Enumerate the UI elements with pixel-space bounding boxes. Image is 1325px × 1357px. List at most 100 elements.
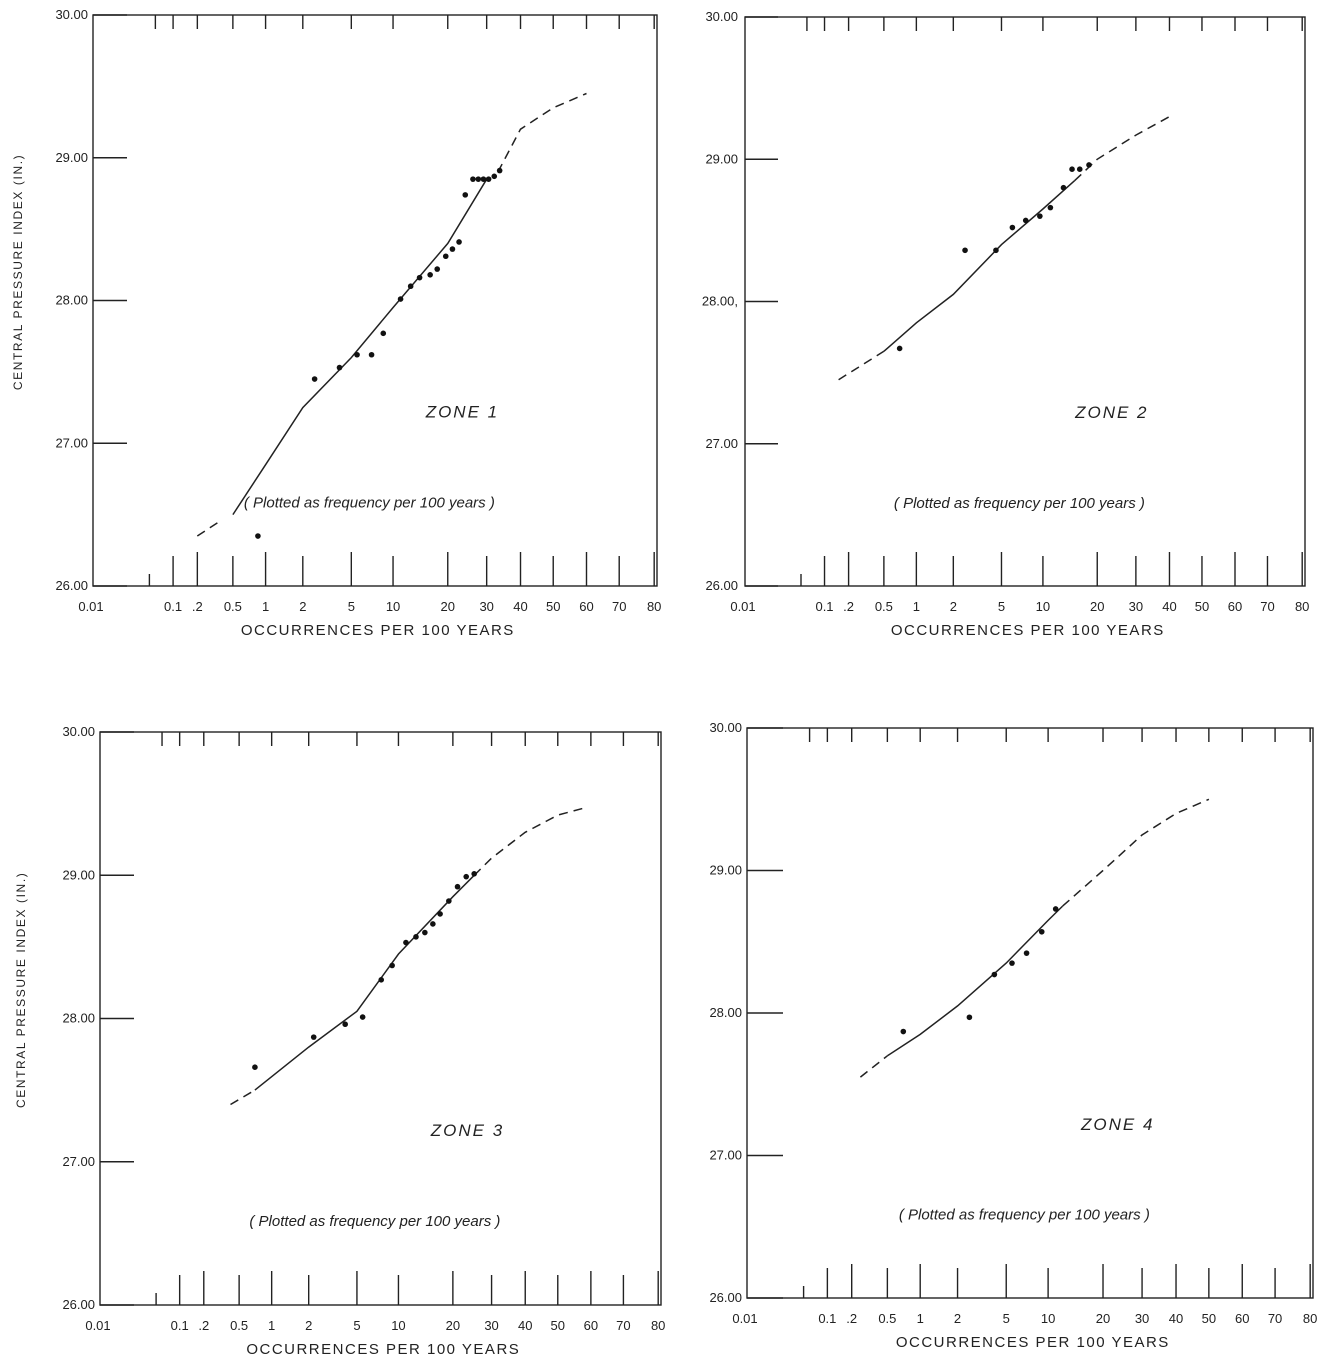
- y-tick-label: 29.00: [705, 151, 738, 166]
- data-point: [470, 176, 476, 182]
- x-tick-label: 70: [612, 599, 626, 614]
- data-point: [427, 272, 433, 278]
- data-point: [462, 192, 469, 198]
- x-axis-title: OCCURRENCES PER 100 YEARS: [246, 1341, 520, 1357]
- data-point: [485, 176, 492, 182]
- data-point: [422, 929, 428, 936]
- data-point: [491, 173, 498, 180]
- x-tick-label: 80: [647, 599, 661, 614]
- y-tick-label: 28.00: [709, 1005, 742, 1020]
- data-point: [449, 246, 456, 252]
- x-tick-label: 0.1: [164, 599, 182, 614]
- data-point: [252, 1064, 258, 1071]
- x-tick-label: 20: [1096, 1311, 1110, 1326]
- y-tick-label: 28.00: [55, 293, 88, 308]
- x-tick-label: 30: [479, 599, 493, 614]
- x-tick-label: 0.1: [818, 1311, 836, 1326]
- x-tick-label: 0.5: [224, 599, 242, 614]
- y-tick-label: 27.00: [62, 1154, 95, 1169]
- x-tick-label: 50: [1195, 599, 1209, 614]
- fit-line-solid: [254, 874, 475, 1091]
- data-point: [900, 1028, 907, 1035]
- data-point: [1086, 162, 1092, 168]
- x-tick-label: 40: [1162, 599, 1176, 614]
- x-tick-label: 0.01: [85, 1318, 110, 1333]
- y-tick-label: 29.00: [62, 867, 95, 882]
- y-axis-title: CENTRAL PRESSURE INDEX (IN.): [14, 872, 28, 1108]
- data-point: [434, 266, 441, 272]
- data-point: [480, 176, 487, 182]
- chart-panel-1: 30.00 29.00 28.00 27.00 26.00 0.01 0.1 .2 0.5 1 2 5…: [11, 7, 661, 639]
- x-tick-label: .2: [198, 1318, 209, 1333]
- y-tick-label: 30.00: [705, 9, 738, 24]
- zone-annotation: ZONE 1: [425, 403, 499, 422]
- x-tick-label: 5: [348, 599, 355, 614]
- y-tick-label: 26.00: [62, 1297, 95, 1312]
- x-tick-label: 1: [262, 599, 269, 614]
- data-point: [496, 167, 503, 174]
- x-tick-label: 80: [651, 1318, 665, 1333]
- x-tick-label: 50: [1202, 1311, 1216, 1326]
- plot-note: ( Plotted as frequency per 100 years ): [894, 495, 1145, 512]
- x-tick-label: 0.01: [732, 1311, 757, 1326]
- data-point: [1069, 166, 1075, 173]
- data-point: [1038, 928, 1045, 935]
- data-point: [446, 898, 452, 904]
- y-tick-label: 30.00: [709, 720, 742, 735]
- x-tick-label: 10: [386, 599, 400, 614]
- x-tick-label: 2: [954, 1311, 961, 1326]
- fit-line-solid: [883, 180, 1076, 352]
- fit-line-solid: [232, 178, 488, 516]
- y-tick-label: 29.00: [709, 863, 742, 878]
- y-tick-label: 29.00: [55, 150, 88, 165]
- y-tick-label: 27.00: [709, 1148, 742, 1163]
- y-tick-label: 28.00,: [702, 294, 738, 309]
- x-tick-label: 1: [917, 1311, 924, 1326]
- x-tick-label: 80: [1295, 599, 1309, 614]
- x-tick-label: 40: [1169, 1311, 1183, 1326]
- x-tick-label: 0.01: [78, 599, 103, 614]
- y-tick-label: 30.00: [55, 7, 88, 22]
- x-tick-label: 2: [299, 599, 306, 614]
- data-point: [1009, 224, 1016, 231]
- data-point: [430, 921, 436, 927]
- fit-line-dashed-high: [1062, 798, 1210, 907]
- plot-note: ( Plotted as frequency per 100 years ): [899, 1207, 1150, 1224]
- plot-note: ( Plotted as frequency per 100 years ): [249, 1213, 500, 1230]
- x-tick-label: 20: [441, 599, 455, 614]
- x-tick-label: 0.01: [730, 599, 755, 614]
- chart-panel-4: 30.00 29.00 28.00 27.00 26.00 0.01 0.1 .2 0.5 1 2 5…: [709, 720, 1317, 1351]
- x-tick-label: 60: [1235, 1311, 1249, 1326]
- x-tick-label: 5: [998, 599, 1005, 614]
- x-tick-label: 5: [353, 1318, 360, 1333]
- x-tick-label: .2: [846, 1311, 857, 1326]
- x-tick-label: 70: [1268, 1311, 1282, 1326]
- data-point: [1076, 166, 1083, 173]
- fit-line-dashed-high: [497, 92, 587, 173]
- data-point: [1052, 906, 1059, 912]
- data-point: [456, 239, 462, 245]
- x-tick-label: 60: [584, 1318, 598, 1333]
- data-point: [397, 296, 404, 302]
- data-point: [403, 939, 409, 946]
- y-tick-label: 26.00: [705, 578, 738, 593]
- x-tick-label: 50: [551, 1318, 565, 1333]
- data-point: [896, 345, 903, 352]
- data-point: [966, 1014, 973, 1021]
- plot-note: ( Plotted as frequency per 100 years ): [244, 494, 495, 511]
- data-point: [437, 911, 443, 917]
- data-point: [1060, 184, 1067, 191]
- x-tick-label: 10: [391, 1318, 405, 1333]
- data-point: [1023, 950, 1030, 956]
- fit-line-dashed-low: [859, 1055, 888, 1078]
- x-tick-label: 0.5: [230, 1318, 248, 1333]
- data-point: [442, 253, 449, 260]
- y-tick-label: 30.00: [62, 724, 95, 739]
- x-tick-label: 30: [1129, 599, 1143, 614]
- x-tick-label: 40: [518, 1318, 532, 1333]
- data-point: [454, 883, 461, 890]
- data-point: [389, 962, 395, 969]
- data-point: [413, 934, 419, 940]
- x-tick-label: 0.5: [875, 599, 893, 614]
